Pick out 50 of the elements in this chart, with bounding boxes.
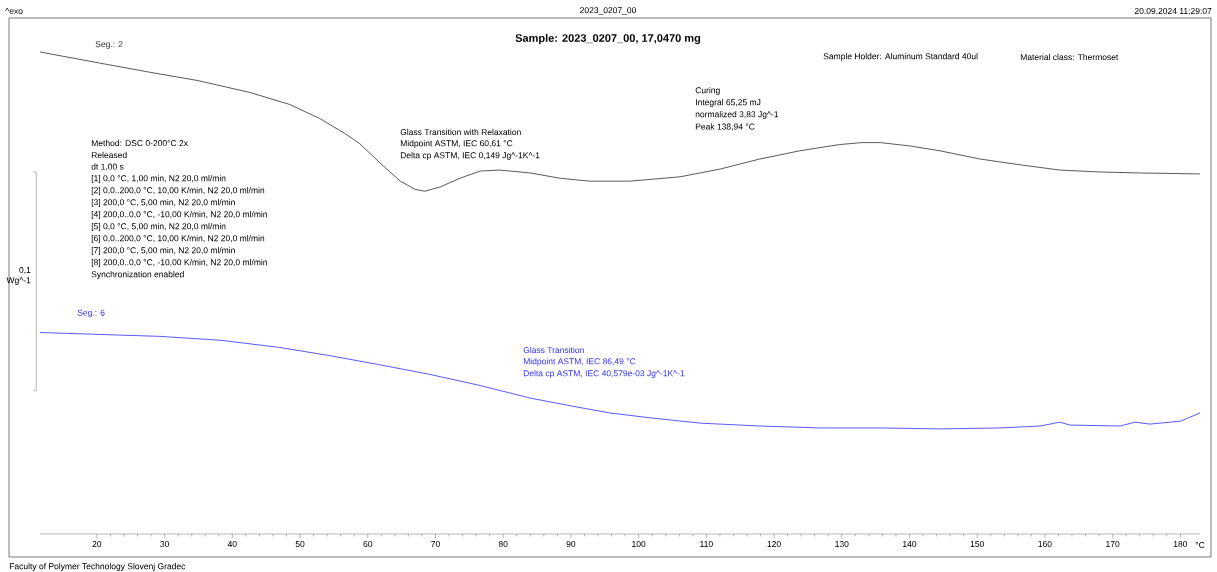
text: Faculty of Polymer Technology Slovenj Gradec [9, 563, 186, 571]
x-tick-label: 50 [295, 541, 305, 548]
x-tick-label: 20 [92, 541, 102, 548]
x-axis-title: °C [1195, 542, 1205, 549]
x-tick-label: 70 [431, 541, 440, 548]
x-tick-label: 170 [1106, 541, 1120, 548]
annotation: [5] 0,0 °C, 5,00 min, N2 20,0 ml/min [91, 223, 226, 231]
text: ^exo [5, 8, 23, 14]
annotation: [6] 0,0..200,0 °C, 10,00 K/min, N2 20,0 ml/min [91, 235, 265, 243]
x-tick-label: 60 [363, 541, 373, 548]
annotation: [1] 0,0 °C, 1,00 min, N2 20,0 ml/min [91, 175, 226, 183]
x-tick-label: 90 [566, 541, 576, 548]
annotation: dt 1,00 s [91, 163, 124, 171]
annotation: Glass Transition with Relaxation [400, 128, 521, 136]
annotation: Glass Transition [523, 346, 584, 354]
annotation: [7] 200,0 °C, 5,00 min, N2 20,0 ml/min [91, 247, 235, 255]
series-label: Seg.: 2 [95, 41, 123, 49]
annotation: Midpoint ASTM, IEC 60,61 °C [400, 140, 513, 148]
x-tick-label: 130 [835, 541, 849, 548]
annotation: normalized 3,83 Jg^-1 [695, 111, 779, 119]
x-tick-label: 80 [498, 541, 508, 548]
annotation: Delta cp ASTM, IEC 40,579e-03 Jg^-1K^-1 [523, 370, 685, 378]
annotation: [4] 200,0..0,0 °C, -10,00 K/min, N2 20,0 ml/min [91, 211, 267, 219]
annotation: Peak 138,94 °C [695, 123, 755, 131]
x-tick-label: 150 [970, 541, 984, 548]
annotation: Curing [695, 87, 720, 95]
text: 2023_0207_00 [580, 7, 637, 15]
annotation: Midpoint ASTM, IEC 86,49 °C [523, 358, 636, 366]
annotation: [8] 200,0..0,0 °C, -10,00 K/min, N2 20,0 ml/min [91, 259, 267, 267]
annotation: Released [91, 151, 127, 159]
x-tick-label: 30 [160, 541, 169, 548]
annotation: Material class: Thermoset [1020, 53, 1119, 61]
annotation: Method: DSC 0-200°C 2x [91, 139, 188, 147]
text: 20.09.2024 11:29:07 [1134, 7, 1212, 14]
x-tick-label: 180 [1173, 541, 1188, 548]
annotation: Integral 65,25 mJ [695, 99, 761, 107]
x-tick-label: 140 [903, 541, 917, 548]
x-tick-label: 110 [700, 541, 713, 548]
chart-title: Sample: 2023_0207_00, 17,0470 mg [515, 33, 701, 45]
annotation: Synchronization enabled [91, 271, 184, 279]
annotation: Delta cp ASTM, IEC 0,149 Jg^-1K^-1 [400, 152, 540, 160]
annotation: Sample Holder: Aluminum Standard 40ul [823, 53, 978, 61]
series-label: Seg.: 6 [77, 309, 105, 318]
x-tick-label: 100 [632, 541, 646, 548]
x-tick-label: 120 [767, 541, 781, 548]
annotation: [3] 200,0 °C, 5,00 min, N2 20,0 ml/min [91, 199, 235, 207]
x-tick-label: 160 [1038, 541, 1052, 548]
annotation: [2] 0,0..200,0 °C, 10,00 K/min, N2 20,0 ml/min [91, 187, 265, 195]
y-axis-title: 0,1 Wg^-1 [6, 267, 31, 285]
x-tick-label: 40 [227, 541, 237, 548]
